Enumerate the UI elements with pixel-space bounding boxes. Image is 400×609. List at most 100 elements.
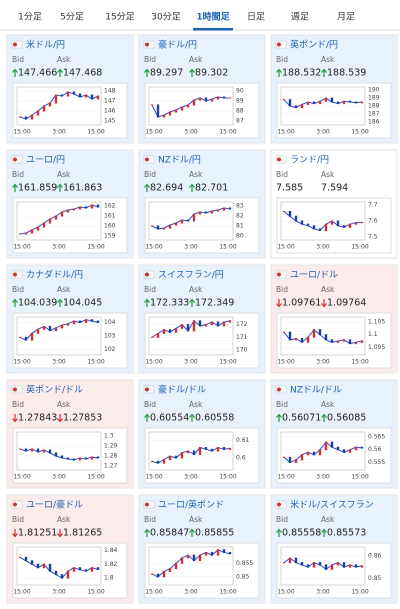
y-tick-label: 0.855	[236, 560, 253, 567]
price-mark	[60, 211, 64, 217]
price-mark	[288, 456, 292, 463]
price-mark	[282, 99, 286, 101]
trend-arrow	[144, 298, 150, 307]
price-mark	[72, 320, 76, 325]
tab[interactable]: 1時間足	[196, 11, 230, 23]
price-mark	[336, 101, 340, 105]
ask-value: 104.045	[63, 298, 102, 309]
ask-value: 0.60558	[195, 413, 234, 424]
tab[interactable]: 30分足	[151, 12, 180, 23]
price-mark	[90, 319, 94, 322]
tab[interactable]: 15分足	[105, 12, 134, 23]
tab[interactable]: 月足	[337, 12, 355, 23]
price-mark	[198, 320, 202, 327]
ask-label: Ask	[321, 170, 335, 179]
price-mark	[330, 220, 334, 225]
price-mark	[288, 557, 292, 564]
trend-arrow	[321, 68, 327, 77]
x-tick-label: 3:00	[184, 474, 198, 481]
x-tick-label: 15:00	[13, 359, 30, 366]
x-tick-label: 3:00	[52, 359, 66, 366]
price-mark	[42, 326, 46, 330]
chart-box	[276, 197, 392, 254]
ask-label: Ask	[57, 400, 71, 409]
pair-name: カナダドル/円	[26, 269, 83, 281]
y-tick-label: 83	[236, 203, 244, 210]
price-mark	[156, 573, 160, 578]
price-mark	[330, 339, 334, 343]
trend-arrow	[144, 528, 150, 537]
y-tick-label: 0.85	[368, 575, 382, 582]
price-mark	[72, 208, 76, 211]
x-tick-label: 15:00	[145, 129, 162, 136]
ask-label: Ask	[189, 170, 203, 179]
price-mark	[204, 211, 208, 214]
y-tick-label: 0.6	[236, 454, 246, 461]
ask-value: 0.56085	[327, 413, 366, 424]
x-tick-label: 15:00	[87, 589, 104, 596]
price-mark	[24, 556, 28, 562]
price-mark	[306, 564, 310, 568]
trend-arrow	[276, 528, 282, 537]
price-mark	[324, 223, 328, 231]
ask-value: 0.85573	[327, 528, 366, 539]
price-mark	[192, 320, 196, 332]
tab[interactable]: 5分足	[60, 12, 84, 23]
pair-name: 米ドル/円	[26, 39, 65, 51]
price-mark	[354, 101, 358, 104]
price-mark	[330, 564, 334, 570]
y-tick-label: 80	[236, 233, 244, 240]
price-mark	[42, 449, 46, 453]
y-tick-label: 1.8	[104, 575, 114, 582]
trend-arrow	[144, 183, 150, 192]
price-mark	[30, 114, 34, 120]
bid-label: Bid	[144, 400, 156, 409]
ask-value: 188.539	[327, 68, 366, 79]
price-mark	[360, 101, 364, 104]
tab[interactable]: 日足	[247, 12, 265, 23]
flag-mark	[13, 502, 17, 507]
price-mark	[288, 331, 292, 341]
price-mark	[24, 232, 28, 235]
price-mark	[294, 557, 298, 564]
flag-mark	[13, 387, 17, 392]
price-mark	[228, 207, 232, 210]
y-tick-label: 161	[104, 213, 116, 220]
tab[interactable]: 週足	[291, 12, 309, 23]
price-mark	[192, 99, 196, 106]
bid-label: Bid	[144, 170, 156, 179]
bid-label: Bid	[144, 55, 156, 64]
ask-label: Ask	[321, 515, 335, 524]
ask-label: Ask	[189, 285, 203, 294]
y-tick-label: 172	[236, 321, 248, 328]
price-mark	[210, 448, 214, 452]
bid-label: Bid	[276, 285, 288, 294]
tab[interactable]: 1分足	[18, 12, 42, 23]
price-mark	[66, 91, 70, 97]
price-mark	[48, 326, 52, 332]
chart-box	[276, 542, 392, 599]
y-tick-label: 190	[368, 87, 380, 94]
price-mark	[198, 211, 202, 215]
ask-label: Ask	[321, 285, 335, 294]
x-tick-label: 15:00	[87, 359, 104, 366]
y-tick-label: 1.82	[104, 561, 118, 568]
x-tick-label: 15:00	[351, 359, 368, 366]
price-mark	[156, 332, 160, 338]
trend-arrow	[189, 528, 195, 537]
